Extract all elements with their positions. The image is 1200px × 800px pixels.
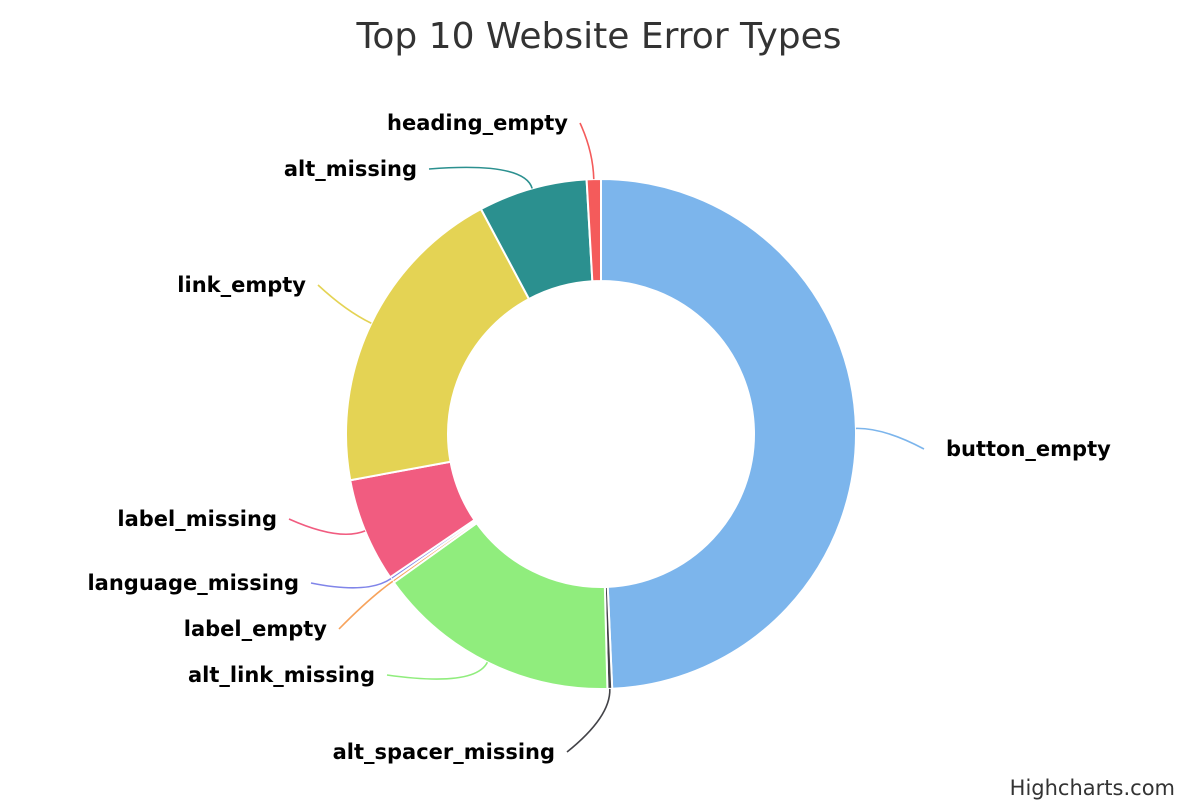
label-alt-spacer-missing: alt_spacer_missing: [333, 740, 555, 764]
label-label-missing: label_missing: [117, 507, 277, 531]
label-alt-missing: alt_missing: [284, 157, 417, 181]
connector-heading-empty: [579, 122, 595, 180]
label-link-empty: link_empty: [177, 273, 306, 297]
credits-link[interactable]: Highcharts.com: [1010, 776, 1175, 800]
connector-link-empty: [317, 284, 372, 324]
slices-group: [345, 178, 857, 690]
connector-label-empty: [338, 580, 394, 630]
connector-alt-link-missing: [386, 661, 489, 680]
connector-alt-spacer-missing: [566, 688, 611, 753]
label-label-empty: label_empty: [184, 617, 328, 641]
chart-title: Top 10 Website Error Types: [355, 16, 841, 57]
slice-heading-empty[interactable]: [585, 178, 602, 283]
labels-group: button_empty alt_spacer_missing alt_link_m…: [87, 111, 1111, 764]
connector-button-empty: [855, 427, 925, 450]
label-language-missing: language_missing: [87, 571, 299, 595]
label-alt-link-missing: alt_link_missing: [188, 663, 375, 687]
slice-button-empty[interactable]: [600, 178, 857, 690]
label-heading-empty: heading_empty: [387, 111, 568, 135]
connector-language-missing: [310, 577, 392, 589]
label-button-empty: button_empty: [946, 437, 1111, 461]
slice-link-empty[interactable]: [345, 208, 530, 482]
connectors-group: [288, 122, 925, 753]
connector-alt-missing: [428, 166, 533, 189]
connector-label-missing: [288, 518, 366, 536]
